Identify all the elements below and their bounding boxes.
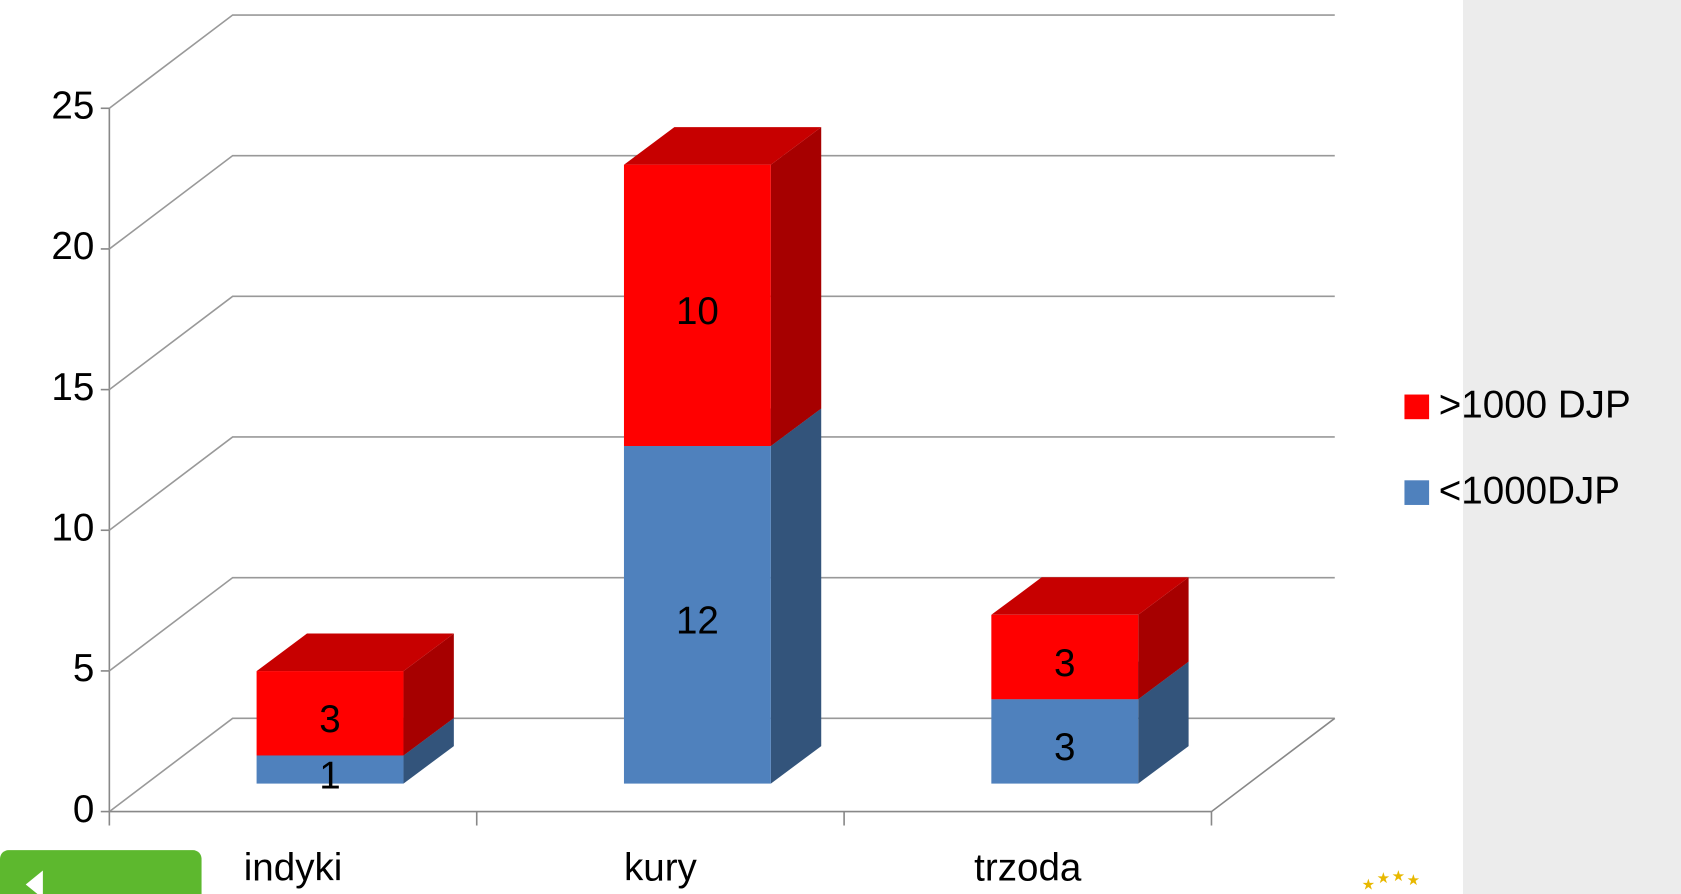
- bar-side: [1138, 577, 1189, 700]
- grid-line: [108, 436, 1335, 531]
- y-tick-label: 15: [51, 366, 94, 409]
- x-tick-label: indyki: [244, 847, 343, 890]
- bar: [623, 446, 771, 784]
- data-label: 1: [319, 754, 340, 797]
- bar-top: [256, 633, 454, 672]
- svg-text:★: ★: [1407, 872, 1420, 889]
- legend-swatch: [1404, 480, 1430, 505]
- data-label: 3: [1054, 642, 1075, 685]
- plot: ★ ★ ★ ★ 0 5 10 15 20 25 indyki 1 3 kury 12 10 trzoda…: [0, 14, 1631, 894]
- bar: [991, 614, 1139, 700]
- bar: [991, 699, 1139, 784]
- logo-icon: [25, 870, 43, 894]
- bar: [256, 755, 404, 784]
- grid-line: [108, 295, 1335, 391]
- bar: [623, 164, 771, 447]
- bar-side: [1138, 661, 1189, 784]
- svg-text:★: ★: [1392, 868, 1405, 885]
- eu-stars: ★ ★ ★ ★: [1362, 868, 1420, 894]
- y-tick-label: 25: [51, 84, 94, 127]
- y-tick-label: 10: [51, 506, 94, 549]
- grid-line: [108, 154, 1335, 250]
- legend-label: >1000 DJP: [1439, 384, 1631, 427]
- svg-text:★: ★: [1362, 877, 1375, 894]
- bar-side: [770, 408, 822, 784]
- bar-side: [403, 717, 454, 784]
- bar-side: [403, 633, 454, 756]
- bar-top: [991, 577, 1189, 615]
- bar: [256, 671, 404, 756]
- svg-text:★: ★: [1377, 870, 1390, 887]
- x-tick-label: trzoda: [974, 847, 1082, 890]
- data-label: 3: [1054, 726, 1075, 769]
- y-tick-label: 0: [73, 788, 94, 831]
- y-tick-label: 5: [73, 647, 94, 690]
- data-label: 3: [319, 698, 340, 741]
- legend-swatch: [1404, 394, 1430, 420]
- side-panel: [1463, 0, 1681, 894]
- grid-line: [108, 717, 1335, 813]
- bar-side: [770, 127, 822, 447]
- logo: [0, 850, 202, 894]
- y-tick-label: 20: [51, 225, 94, 268]
- x-tick-label: kury: [624, 847, 698, 890]
- bar-top: [623, 127, 822, 165]
- grid-line: [108, 576, 1335, 672]
- legend-label: <1000DJP: [1439, 469, 1620, 512]
- grid-line: [108, 14, 1335, 109]
- data-label: 10: [676, 290, 719, 333]
- data-label: 12: [676, 600, 719, 643]
